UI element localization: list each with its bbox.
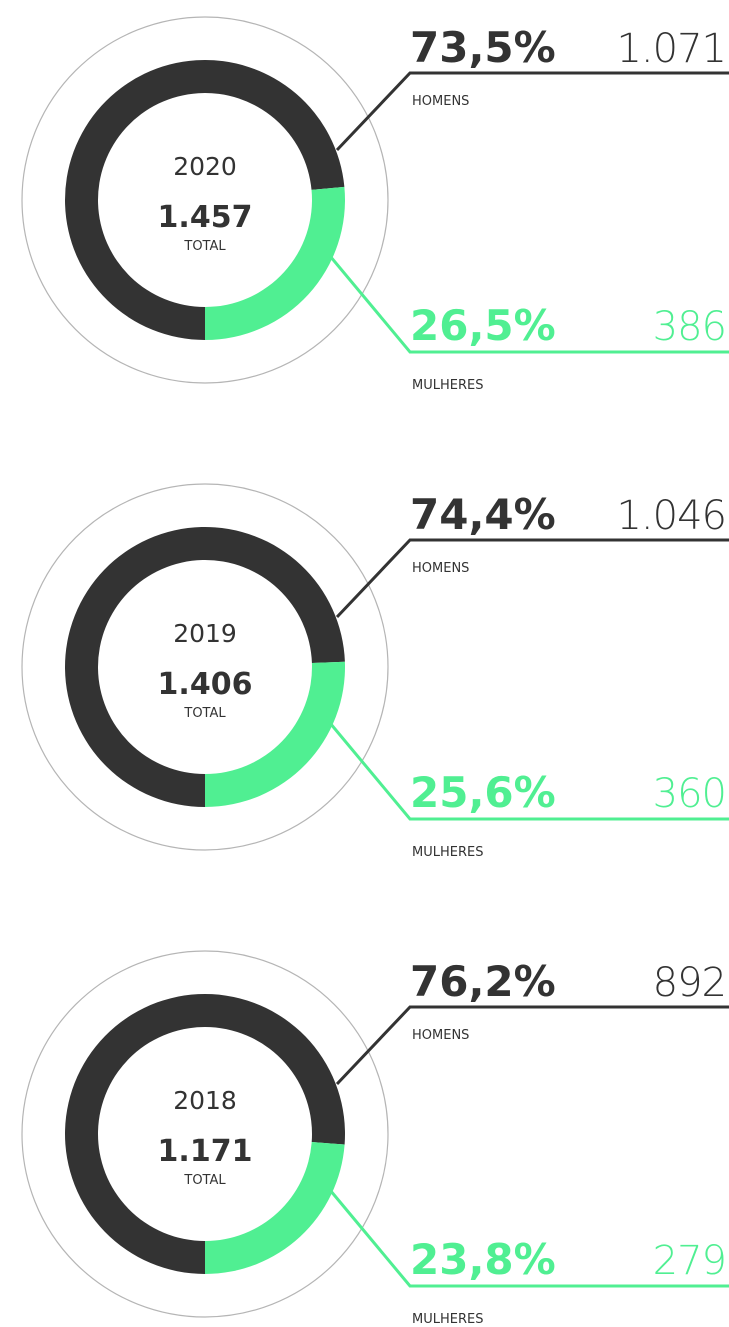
percent-label: 76,2% [410,957,556,1006]
count-label: 892 [653,960,726,1006]
total-value: 1.171 [158,1134,253,1169]
outer-ring [21,483,389,851]
donut-segment [205,1142,345,1274]
percent-label: 74,4% [410,490,556,539]
category-label: MULHERES [412,378,483,393]
count-label: 386 [653,304,726,350]
percent-label: 73,5% [410,23,556,72]
total-value: 1.457 [158,200,253,235]
total-label: TOTAL [183,239,226,254]
leader-line [323,716,729,821]
percent-label: 26,5% [410,301,556,350]
category-label: HOMENS [412,561,469,576]
total-value: 1.406 [158,667,253,702]
total-label: TOTAL [183,1173,226,1188]
percent-label: 25,6% [410,768,556,817]
count-label: 1.046 [616,493,726,539]
leader-line [335,538,729,619]
count-label: 1.071 [616,26,726,72]
count-label: 279 [653,1238,726,1284]
leader-line [335,1005,729,1086]
year: 2019 [173,619,237,648]
count-label: 360 [653,771,726,817]
percent-label: 23,8% [410,1235,556,1284]
leader-line [323,1183,729,1288]
outer-ring [21,16,389,384]
total-label: TOTAL [183,706,226,721]
leader-line [323,249,729,354]
year: 2020 [173,152,237,181]
category-label: MULHERES [412,1312,483,1327]
leader-line [335,71,729,152]
category-label: MULHERES [412,845,483,860]
year: 2018 [173,1086,237,1115]
category-label: HOMENS [412,1028,469,1043]
outer-ring [21,950,389,1318]
category-label: HOMENS [412,94,469,109]
donut-segment [205,661,345,807]
donut-segment [205,186,345,340]
